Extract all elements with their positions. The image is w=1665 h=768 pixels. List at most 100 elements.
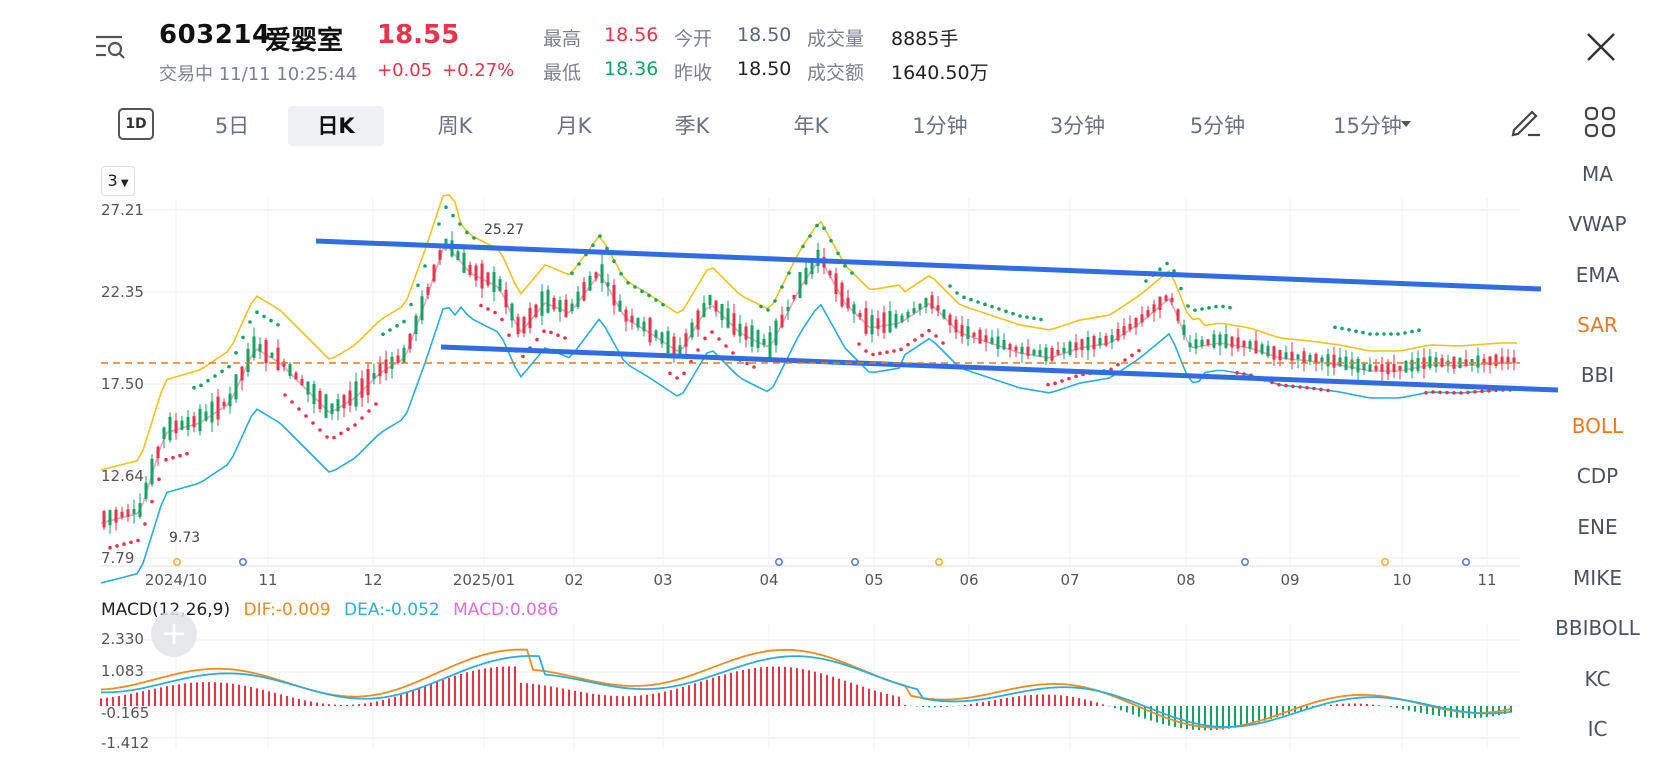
sar-dot bbox=[570, 271, 574, 276]
candle-body bbox=[1206, 339, 1210, 345]
add-indicator-button[interactable]: + bbox=[151, 611, 197, 657]
chevron-down-icon[interactable] bbox=[1400, 119, 1412, 129]
indicator-bbiboll[interactable]: BBIBOLL bbox=[1555, 616, 1640, 640]
candle-body bbox=[522, 316, 526, 334]
candle-body bbox=[1032, 349, 1036, 355]
sar-dot bbox=[1179, 286, 1183, 291]
indicator-cdp[interactable]: CDP bbox=[1576, 464, 1619, 488]
x-tick-label: 12 bbox=[363, 571, 382, 589]
sar-dot bbox=[605, 246, 609, 251]
kline-chart[interactable]: 27.21 22.35 17.50 12.64 7.79 2024/10 11 12 2025… bbox=[0, 0, 1560, 768]
tab-5min[interactable]: 5分钟 bbox=[1189, 114, 1246, 138]
candle-body bbox=[1026, 346, 1030, 356]
candle-body bbox=[1386, 361, 1390, 375]
price-change-percent: +0.27% bbox=[442, 60, 515, 81]
sar-dot bbox=[1235, 371, 1239, 375]
sar-dot bbox=[591, 243, 595, 248]
candle-body bbox=[1296, 354, 1300, 360]
x-tick-label: 08 bbox=[1176, 571, 1195, 589]
tab-yearly-k[interactable]: 年K bbox=[793, 114, 829, 138]
macd-dea: DEA:-0.052 bbox=[344, 600, 440, 620]
candle-body bbox=[1344, 356, 1348, 370]
indicator-ma[interactable]: MA bbox=[1582, 162, 1613, 186]
sar-dot bbox=[696, 348, 700, 352]
sar-dot bbox=[1305, 385, 1309, 390]
candle-body bbox=[108, 510, 112, 526]
macd-value: MACD:0.086 bbox=[453, 600, 559, 620]
sar-dot bbox=[1354, 329, 1358, 334]
candle-body bbox=[264, 340, 268, 364]
tab-1min[interactable]: 1分钟 bbox=[912, 114, 968, 138]
candle-body bbox=[1356, 358, 1360, 373]
lower-trend-line bbox=[440, 344, 1559, 393]
candle-body bbox=[546, 289, 550, 313]
indicator-bbi[interactable]: BBI bbox=[1580, 363, 1615, 387]
sar-dot bbox=[283, 393, 287, 397]
candle-body bbox=[888, 311, 892, 333]
candle-body bbox=[744, 326, 748, 340]
indicator-mike[interactable]: MIKE bbox=[1573, 566, 1622, 590]
sar-dot bbox=[1382, 332, 1386, 336]
candle-body bbox=[1500, 356, 1504, 364]
candle-body bbox=[192, 416, 196, 428]
tab-5day[interactable]: 5日 bbox=[214, 114, 250, 138]
tab-1d[interactable]: 1D bbox=[118, 108, 154, 140]
draw-pen-icon[interactable] bbox=[1508, 104, 1542, 138]
indicator-kc[interactable]: KC bbox=[1584, 667, 1611, 691]
candle-body bbox=[132, 508, 136, 515]
sar-dot bbox=[892, 349, 896, 353]
low-value: 18.36 bbox=[604, 58, 659, 80]
indicator-ene[interactable]: ENE bbox=[1577, 515, 1618, 539]
indicator-ema[interactable]: EMA bbox=[1575, 263, 1620, 287]
candle-body bbox=[1350, 359, 1354, 370]
indicator-vwap[interactable]: VWAP bbox=[1568, 212, 1627, 236]
sar-dot bbox=[1473, 390, 1477, 394]
indicator-ic[interactable]: IC bbox=[1587, 717, 1608, 741]
x-tick-label: 04 bbox=[759, 571, 778, 589]
sar-dot bbox=[885, 350, 889, 354]
sar-dot bbox=[269, 318, 273, 323]
tab-3min[interactable]: 3分钟 bbox=[1049, 114, 1106, 138]
sar-dot bbox=[703, 336, 707, 341]
trend-lines bbox=[315, 238, 1559, 393]
sar-dot bbox=[1333, 325, 1337, 330]
sar-dot bbox=[1368, 332, 1372, 336]
tab-quarterly-k[interactable]: 季K bbox=[674, 114, 710, 138]
event-marker bbox=[850, 557, 859, 566]
candle-body bbox=[1176, 309, 1180, 321]
candle-body bbox=[1230, 336, 1234, 348]
sar-dot bbox=[1291, 384, 1295, 389]
sar-dot bbox=[1424, 391, 1428, 395]
grid-layout-icon[interactable] bbox=[1584, 106, 1616, 138]
tab-daily-k[interactable]: 日K bbox=[288, 106, 384, 146]
close-icon[interactable] bbox=[1584, 30, 1618, 64]
trading-status-time: 交易中 11/11 10:25:44 bbox=[159, 64, 358, 85]
sar-dot bbox=[1410, 329, 1414, 334]
tab-monthly-k[interactable]: 月K bbox=[556, 114, 592, 138]
candle-body bbox=[120, 511, 124, 518]
candle-body bbox=[1362, 363, 1366, 370]
sar-dot bbox=[1207, 306, 1211, 310]
macd-y-tick-label: -1.412 bbox=[101, 734, 149, 752]
sar-dot bbox=[115, 544, 119, 548]
sar-dot bbox=[1060, 379, 1064, 383]
candle-body bbox=[180, 420, 184, 430]
menu-search-icon[interactable] bbox=[96, 34, 126, 60]
sar-dot bbox=[1438, 390, 1442, 395]
sar-dot bbox=[521, 354, 525, 359]
candle-body bbox=[246, 348, 250, 372]
candle-body bbox=[486, 272, 490, 286]
candle-body bbox=[1134, 317, 1138, 328]
candle-body bbox=[828, 270, 832, 276]
indicator-boll[interactable]: BOLL bbox=[1571, 414, 1624, 438]
candle-body bbox=[240, 366, 244, 381]
tab-15min[interactable]: 15分钟 bbox=[1333, 114, 1402, 138]
candle-body bbox=[630, 315, 634, 323]
tab-weekly-k[interactable]: 周K bbox=[437, 114, 473, 138]
candle-body bbox=[306, 381, 310, 395]
period-select[interactable]: 3 ▼ bbox=[101, 166, 135, 196]
sar-dot bbox=[773, 299, 777, 303]
candle-body bbox=[1314, 353, 1318, 364]
period-value: 3 bbox=[107, 171, 118, 190]
indicator-sar[interactable]: SAR bbox=[1577, 313, 1618, 337]
